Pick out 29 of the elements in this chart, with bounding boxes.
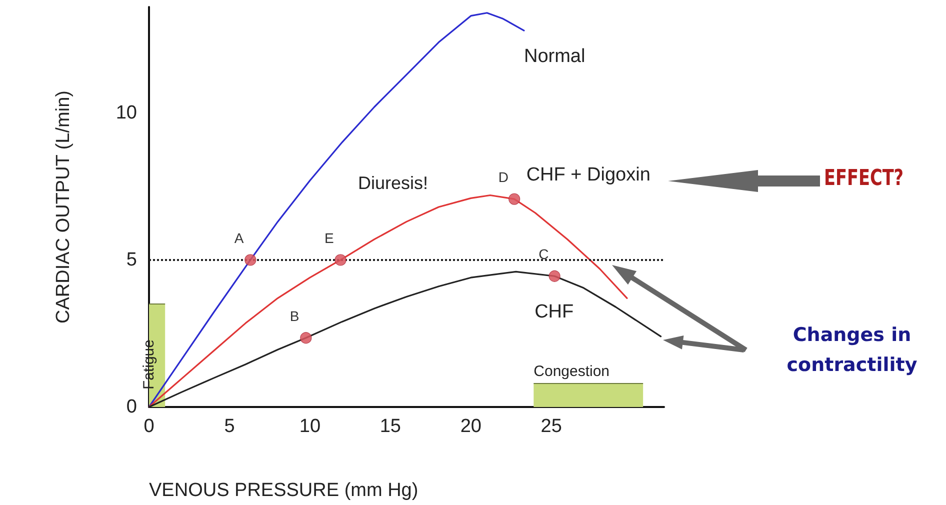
point (548, 270, 560, 282)
series-label: Congestion (534, 362, 610, 380)
annotation: B (290, 308, 300, 324)
series-label: CHF (534, 302, 574, 323)
series-label: Normal (524, 46, 586, 68)
x-tick-label: 0 (144, 416, 154, 437)
annotation: Diuresis! (358, 173, 428, 194)
text: Changes in contractility (786, 323, 918, 378)
series-label: Fatigue (140, 340, 158, 390)
point (334, 254, 346, 266)
y-tick-label: 0 (126, 396, 137, 418)
x-tick-label: 10 (299, 416, 321, 437)
x-tick-label: 5 (224, 416, 235, 437)
series-label: CHF + Digoxin (526, 164, 650, 186)
x-tick-label: 20 (460, 416, 482, 437)
point (508, 193, 520, 205)
x-tick-label: 15 (380, 416, 401, 437)
x-axis-title: VENOUS PRESSURE (mm Hg) (149, 480, 418, 501)
point (244, 254, 256, 266)
point (300, 332, 312, 344)
y-tick-label: 5 (126, 249, 137, 270)
x-tick-label: 25 (540, 416, 562, 437)
annotation: D (498, 169, 508, 186)
annotation: A (234, 230, 244, 246)
y-tick-label: 10 (116, 102, 137, 124)
y-axis-title: CARDIAC OUTPUT (L/min) (53, 90, 74, 324)
annotation: E (324, 230, 334, 246)
text: EFFECT? (824, 166, 904, 191)
annotation: C (538, 246, 549, 262)
